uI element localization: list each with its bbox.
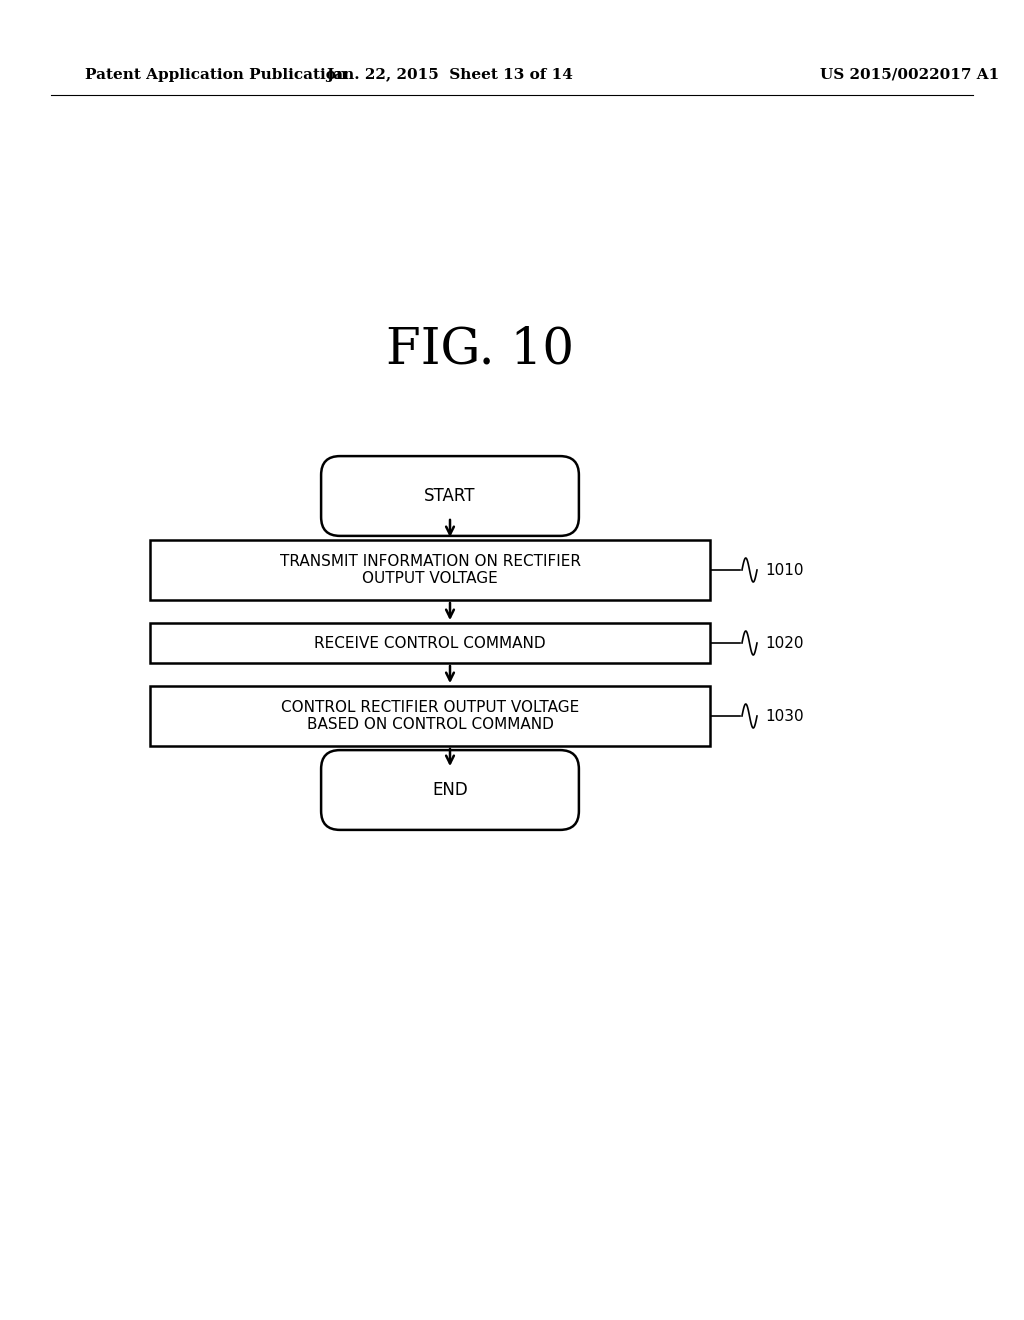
Text: Patent Application Publication: Patent Application Publication [85, 69, 347, 82]
FancyBboxPatch shape [322, 750, 579, 830]
Text: 1020: 1020 [765, 635, 804, 651]
Text: US 2015/0022017 A1: US 2015/0022017 A1 [820, 69, 999, 82]
Text: TRANSMIT INFORMATION ON RECTIFIER
OUTPUT VOLTAGE: TRANSMIT INFORMATION ON RECTIFIER OUTPUT… [280, 554, 581, 586]
FancyBboxPatch shape [150, 540, 710, 601]
Text: 1030: 1030 [765, 709, 804, 723]
Text: START: START [424, 487, 476, 506]
Text: END: END [432, 781, 468, 799]
Text: Jan. 22, 2015  Sheet 13 of 14: Jan. 22, 2015 Sheet 13 of 14 [327, 69, 573, 82]
FancyBboxPatch shape [150, 686, 710, 746]
Text: CONTROL RECTIFIER OUTPUT VOLTAGE
BASED ON CONTROL COMMAND: CONTROL RECTIFIER OUTPUT VOLTAGE BASED O… [281, 700, 580, 733]
Text: 1010: 1010 [765, 562, 804, 578]
FancyBboxPatch shape [150, 623, 710, 663]
FancyBboxPatch shape [322, 457, 579, 536]
Text: FIG. 10: FIG. 10 [386, 325, 574, 375]
Text: RECEIVE CONTROL COMMAND: RECEIVE CONTROL COMMAND [314, 635, 546, 651]
